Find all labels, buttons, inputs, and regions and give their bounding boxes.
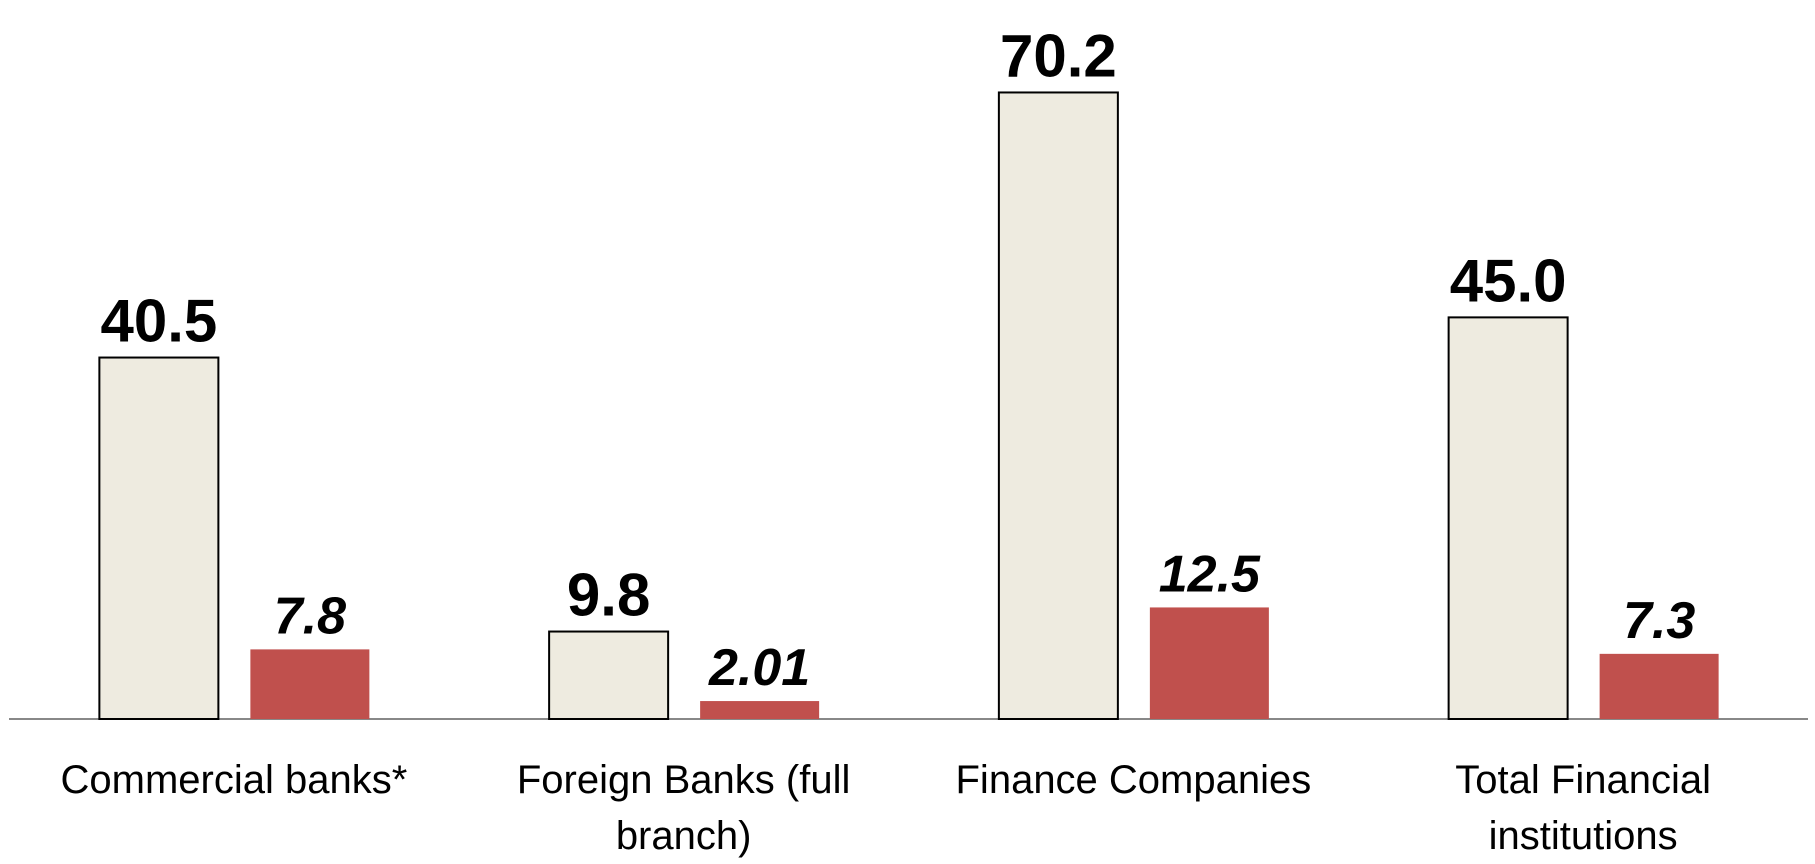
bar xyxy=(250,649,370,719)
value-label: 70.2 xyxy=(1000,22,1117,89)
value-label: 40.5 xyxy=(100,288,217,355)
value-label: 2.01 xyxy=(708,639,810,697)
x-tick-label: Total Financial institutions xyxy=(1455,758,1711,858)
bar xyxy=(1599,653,1719,719)
bar xyxy=(1447,316,1569,720)
value-label: 12.5 xyxy=(1159,545,1261,603)
bar xyxy=(98,356,220,720)
bar xyxy=(700,701,820,719)
value-label: 9.8 xyxy=(567,562,650,629)
value-label: 7.8 xyxy=(274,587,346,645)
value-label: 45.0 xyxy=(1450,247,1567,314)
bar xyxy=(1149,607,1269,719)
x-tick-label: Finance Companies xyxy=(955,758,1312,802)
bar xyxy=(997,91,1119,720)
value-label: 7.3 xyxy=(1623,592,1695,650)
x-tick-label: Commercial banks* xyxy=(60,758,408,802)
bar xyxy=(548,630,670,720)
x-tick-label: Foreign Banks (full branch) xyxy=(516,758,851,858)
